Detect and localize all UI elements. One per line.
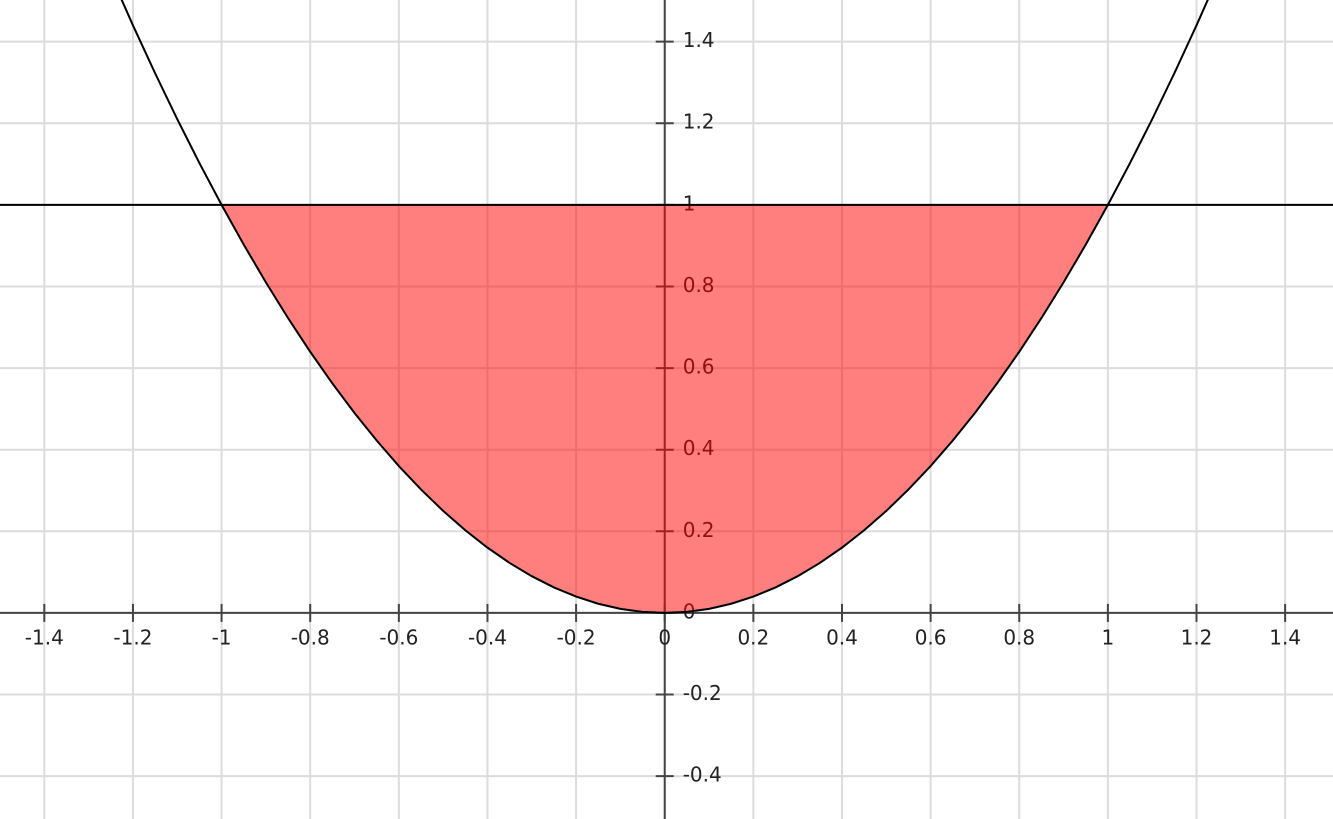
y-tick-label: -0.4 bbox=[683, 763, 722, 787]
x-tick-label: 0.6 bbox=[915, 625, 947, 649]
shaded-area bbox=[221, 204, 1108, 613]
y-tick-label: 1.4 bbox=[683, 28, 715, 52]
x-tick-label: -0.4 bbox=[468, 625, 507, 649]
x-tick-label: -0.2 bbox=[557, 625, 596, 649]
x-tick-label: 0.4 bbox=[826, 625, 858, 649]
x-tick-label: 0 bbox=[658, 625, 671, 649]
x-tick-label: -1 bbox=[212, 625, 232, 649]
y-tick-label: 1.2 bbox=[683, 110, 715, 134]
x-tick-label: 0.2 bbox=[737, 625, 769, 649]
x-tick-label: 1.4 bbox=[1269, 625, 1301, 649]
x-tick-label: -1.2 bbox=[113, 625, 152, 649]
x-tick-label: 0.8 bbox=[1003, 625, 1035, 649]
x-tick-label: -0.6 bbox=[379, 625, 418, 649]
x-tick-label: 1.2 bbox=[1181, 625, 1213, 649]
x-tick-label: 1 bbox=[1102, 625, 1115, 649]
x-tick-label: -1.4 bbox=[25, 625, 64, 649]
x-tick-label: -0.8 bbox=[291, 625, 330, 649]
curve bbox=[120, 0, 1209, 614]
y-tick-label: -0.2 bbox=[683, 681, 722, 705]
